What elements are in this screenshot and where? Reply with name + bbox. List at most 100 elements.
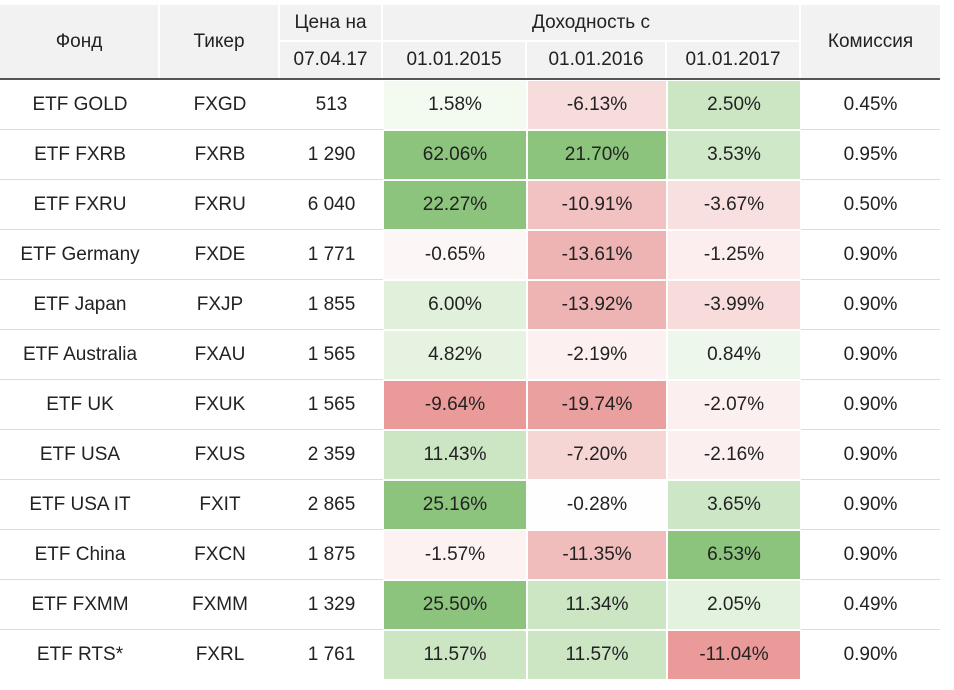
return-cell: 25.50% [384,581,526,629]
rule [0,379,383,380]
cell: FXRL [195,644,245,665]
cell: FXGD [193,94,247,115]
cell: ETF UK [46,394,114,415]
cell: 0.90% [843,644,898,665]
cell: 1 761 [307,644,356,665]
cell: FXRU [194,194,246,215]
rule [0,529,383,530]
cell: 1 771 [307,244,356,265]
cell: 0.49% [843,594,898,615]
rule [801,329,940,330]
return-cell: 11.57% [528,631,666,679]
return-cell: 3.65% [668,481,800,529]
return-cell: -6.13% [528,81,666,129]
return-cell: 62.06% [384,131,526,179]
cell: ETF Germany [20,244,140,265]
return-cell: 21.70% [528,131,666,179]
return-cell: 6.53% [668,531,800,579]
cell: 0.95% [843,144,898,165]
return-cell: 2.05% [668,581,800,629]
rule [801,579,940,580]
return-cell: 4.82% [384,331,526,379]
return-cell: -7.20% [528,431,666,479]
cell: FXAU [194,344,246,365]
cell: 0.90% [843,344,898,365]
cell: ETF China [34,544,126,565]
rule [0,229,383,230]
return-cell: -13.92% [528,281,666,329]
cell: 0.90% [843,294,898,315]
cell: ETF USA [39,444,121,465]
return-cell: 1.58% [384,81,526,129]
return-cell: -10.91% [528,181,666,229]
rule [0,429,383,430]
rule [801,279,940,280]
return-cell: 22.27% [384,181,526,229]
cell: 1 875 [307,544,356,565]
return-cell: -0.65% [384,231,526,279]
return-cell: -11.35% [528,531,666,579]
return-cell: 0.84% [668,331,800,379]
header-return-date: 01.01.2015 [383,42,525,78]
rule [801,129,940,130]
cell: FXUK [194,394,246,415]
header-commission: Комиссия [801,5,940,78]
rule [0,329,383,330]
cell: 0.90% [843,444,898,465]
rule [801,179,940,180]
return-cell: 11.57% [384,631,526,679]
cell: 1 565 [307,394,356,415]
cell: 513 [315,94,348,115]
cell: 0.90% [843,494,898,515]
return-cell: 3.53% [668,131,800,179]
cell: FXUS [194,444,246,465]
cell: ETF USA IT [29,494,131,515]
cell: 0.90% [843,544,898,565]
return-cell: 11.34% [528,581,666,629]
rule [801,379,940,380]
return-cell: -11.04% [668,631,800,679]
return-cell: -2.19% [528,331,666,379]
cell: 1 329 [307,594,356,615]
rule [0,78,940,80]
rule [801,629,940,630]
header-ticker: Тикер [160,5,278,78]
header-return-date: 01.01.2017 [667,42,799,78]
header-price-date: 07.04.17 [280,42,381,78]
return-cell: 6.00% [384,281,526,329]
return-cell: 25.16% [384,481,526,529]
cell: ETF FXRU [33,194,127,215]
rule [0,179,383,180]
cell: 1 855 [307,294,356,315]
cell: ETF Australia [22,344,138,365]
rule [0,579,383,580]
return-cell: -13.61% [528,231,666,279]
rule [801,229,940,230]
cell: FXJP [196,294,244,315]
cell: 0.50% [843,194,898,215]
cell: ETF FXRB [34,144,126,165]
cell: 6 040 [307,194,356,215]
cell: ETF RTS* [36,644,124,665]
return-cell: -2.16% [668,431,800,479]
cell: 2 865 [307,494,356,515]
return-cell: -0.28% [528,481,666,529]
return-cell: -2.07% [668,381,800,429]
cell: FXRB [194,144,246,165]
rule [0,479,383,480]
cell: ETF FXMM [31,594,129,615]
cell: FXMM [192,594,248,615]
cell: FXCN [194,544,246,565]
return-cell: -1.57% [384,531,526,579]
header-returns: Доходность с [383,5,799,40]
rule [801,479,940,480]
return-cell: -9.64% [384,381,526,429]
cell: 1 565 [307,344,356,365]
cell: 1 290 [307,144,356,165]
header-fund: Фонд [0,5,158,78]
rule [0,279,383,280]
cell: ETF Japan [33,294,127,315]
cell: 0.90% [843,244,898,265]
cell: FXIT [199,494,241,515]
